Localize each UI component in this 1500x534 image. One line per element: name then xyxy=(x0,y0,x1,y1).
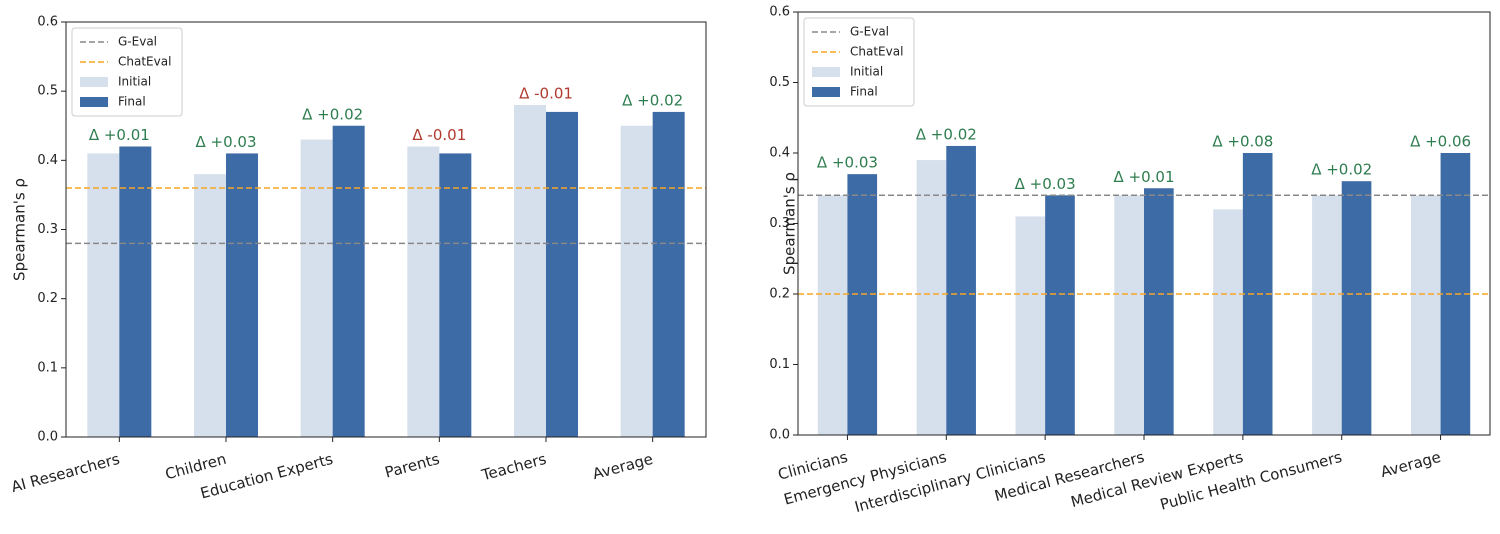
bar xyxy=(946,145,976,435)
y-tick-label: 0.0 xyxy=(769,428,790,443)
x-tick-label: Average xyxy=(591,450,655,483)
y-tick-label: 0.5 xyxy=(769,75,790,90)
bar xyxy=(407,146,440,437)
y-tick-label: 0.5 xyxy=(37,84,58,99)
legend-label: Initial xyxy=(850,65,883,79)
legend-swatch xyxy=(812,87,840,97)
x-tick-label: Average xyxy=(1379,448,1443,481)
bar xyxy=(1213,209,1243,435)
annotation: Δ +0.01 xyxy=(89,126,150,144)
bar xyxy=(1410,195,1441,435)
legend-swatch xyxy=(80,97,108,107)
x-tick-label: Teachers xyxy=(479,450,549,485)
legend-label: ChatEval xyxy=(850,45,903,59)
bar xyxy=(817,195,848,435)
bar xyxy=(194,174,226,437)
annotation: Δ +0.03 xyxy=(196,133,257,151)
bar xyxy=(332,125,365,437)
y-tick-label: 0.4 xyxy=(769,146,790,161)
annotation: Δ +0.02 xyxy=(302,105,363,123)
legend-label: ChatEval xyxy=(118,55,171,69)
annotation: Δ -0.01 xyxy=(519,85,573,103)
annotation: Δ +0.08 xyxy=(1212,133,1273,151)
legend-label: Final xyxy=(118,95,146,109)
bar xyxy=(620,125,653,437)
legend-box xyxy=(71,27,183,117)
y-tick-label: 0.3 xyxy=(769,216,790,231)
plot-frame xyxy=(65,21,707,438)
annotation: Δ +0.03 xyxy=(817,154,878,172)
legend-label: G-Eval xyxy=(850,25,889,39)
bar xyxy=(1312,195,1342,435)
bar xyxy=(226,153,258,437)
bar xyxy=(87,153,120,437)
legend-swatch xyxy=(812,67,840,77)
bar xyxy=(1045,195,1075,435)
legend-label: Initial xyxy=(118,75,151,89)
y-tick-label: 0.1 xyxy=(37,360,58,375)
bar xyxy=(439,153,472,437)
y-tick-label: 0.2 xyxy=(37,291,58,306)
bar xyxy=(514,105,546,437)
legend-box xyxy=(803,17,915,107)
bar xyxy=(1144,188,1174,435)
bar xyxy=(546,111,578,438)
legend-swatch xyxy=(80,77,108,87)
annotation: Δ +0.02 xyxy=(916,125,977,143)
bar xyxy=(847,174,878,435)
legend-label: Final xyxy=(850,85,878,99)
y-tick-label: 0.3 xyxy=(37,222,58,237)
y-tick-label: 0.4 xyxy=(37,153,58,168)
bar xyxy=(652,111,685,438)
annotation: Δ +0.02 xyxy=(1311,161,1372,179)
x-tick-label: Children xyxy=(163,450,228,484)
y-tick-label: 0.6 xyxy=(769,5,790,20)
x-tick-label: AI Researchers xyxy=(9,450,122,496)
plot-frame xyxy=(797,11,1491,436)
bar xyxy=(300,139,333,438)
y-tick-label: 0.0 xyxy=(37,430,58,445)
y-tick-label: 0.6 xyxy=(37,15,58,30)
annotation: Δ +0.03 xyxy=(1015,175,1076,193)
legend-label: G-Eval xyxy=(118,35,157,49)
y-axis-label: Spearman's ρ xyxy=(781,172,799,275)
y-axis-label: Spearman's ρ xyxy=(11,178,29,281)
annotation: Δ +0.01 xyxy=(1114,168,1175,186)
y-tick-label: 0.1 xyxy=(769,357,790,372)
annotation: Δ +0.06 xyxy=(1410,133,1471,151)
x-tick-label: Parents xyxy=(383,450,442,482)
y-tick-label: 0.2 xyxy=(769,287,790,302)
annotation: Δ -0.01 xyxy=(412,126,466,144)
bar xyxy=(119,146,152,437)
bar xyxy=(1114,195,1144,435)
bar xyxy=(1015,216,1046,435)
bar xyxy=(1341,181,1372,435)
annotation: Δ +0.02 xyxy=(622,91,683,109)
bar xyxy=(916,160,947,436)
